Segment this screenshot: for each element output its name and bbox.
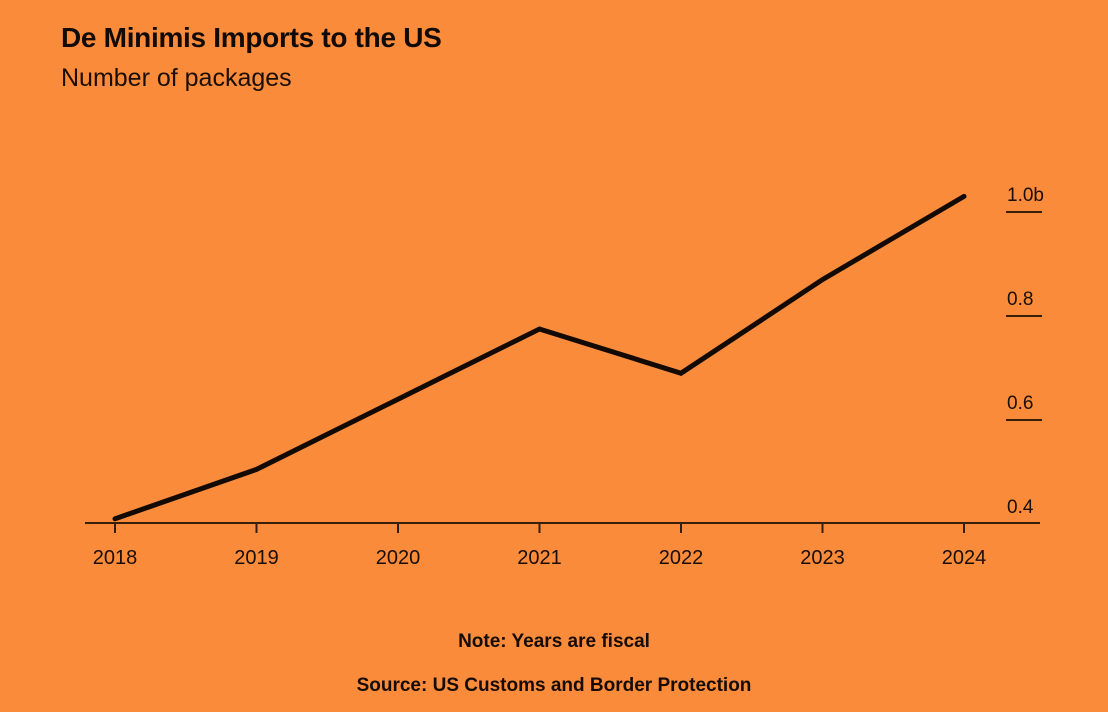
x-tick-label: 2018 [93, 547, 138, 569]
chart-note: Note: Years are fiscal [458, 631, 650, 652]
y-tick-label: 0.4 [1007, 497, 1034, 518]
series-line [112, 193, 967, 522]
x-axis: 2018 2019 2020 2021 2022 2023 2024 [93, 523, 987, 569]
y-tick-label: 0.8 [1007, 289, 1033, 310]
chart-title: De Minimis Imports to the US [61, 22, 442, 53]
chart-source: Source: US Customs and Border Protection [356, 675, 752, 696]
x-tick-label: 2022 [659, 547, 704, 569]
x-tick-label: 2021 [517, 547, 562, 569]
series-layer [112, 193, 967, 522]
x-tick-label: 2020 [376, 547, 421, 569]
y-axis: 0.4 0.6 0.8 1.0b [1006, 185, 1044, 518]
y-tick-label: 0.6 [1007, 393, 1033, 414]
x-tick-label: 2024 [942, 547, 987, 569]
y-tick-label: 1.0b [1007, 185, 1044, 206]
x-tick-label: 2019 [234, 547, 279, 569]
x-tick-label: 2023 [800, 547, 845, 569]
chart-subtitle: Number of packages [61, 64, 292, 92]
